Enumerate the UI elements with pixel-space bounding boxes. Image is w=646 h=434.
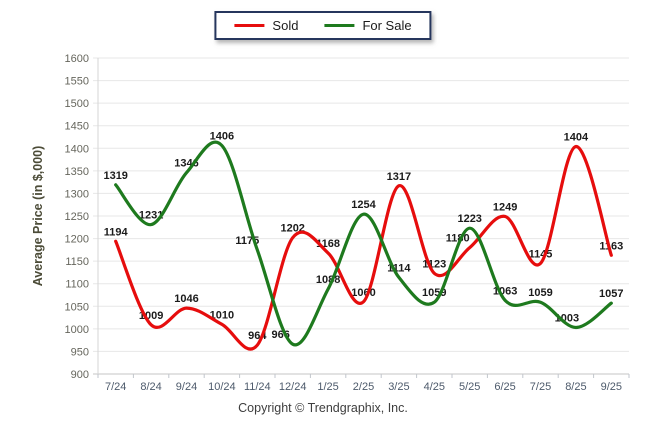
y-tick-label: 1400: [65, 143, 89, 155]
x-tick-label: 8/24: [140, 381, 161, 393]
data-label: 1057: [599, 288, 623, 300]
y-tick-label: 900: [71, 369, 89, 381]
y-tick-label: 1600: [65, 53, 89, 65]
data-label: 1223: [457, 213, 481, 225]
y-tick-label: 1150: [65, 256, 89, 268]
x-tick-label: 7/24: [105, 381, 126, 393]
x-tick-label: 5/25: [459, 381, 480, 393]
data-label: 1046: [174, 293, 198, 305]
x-tick-label: 9/24: [176, 381, 197, 393]
y-tick-label: 1350: [65, 166, 89, 178]
y-tick-label: 1450: [65, 121, 89, 133]
data-label: 1406: [210, 131, 234, 143]
legend-label-sold: Sold: [272, 18, 299, 33]
data-label: 1060: [351, 287, 375, 299]
y-tick-label: 1300: [65, 188, 89, 200]
y-axis-title: Average Price (in $,000): [31, 146, 45, 287]
legend-item-sold: Sold: [234, 18, 298, 33]
x-tick-label: 1/25: [317, 381, 338, 393]
x-tick-label: 10/24: [208, 381, 236, 393]
data-label: 1254: [351, 199, 376, 211]
y-tick-label: 1250: [65, 211, 89, 223]
data-label: 1059: [528, 287, 552, 299]
for-sale-line-swatch: [324, 24, 355, 27]
legend-item-for-sale: For Sale: [324, 18, 412, 33]
data-label: 1145: [529, 248, 553, 260]
data-label: 1249: [493, 201, 517, 213]
x-tick-label: 12/24: [279, 381, 307, 393]
for-sale-line: [114, 140, 613, 347]
x-tick-label: 9/25: [601, 381, 622, 393]
x-tick-label: 4/25: [424, 381, 445, 393]
data-label: 1010: [210, 309, 234, 321]
data-label: 1088: [316, 274, 340, 286]
data-label: 1317: [387, 171, 411, 183]
x-tick-label: 2/25: [353, 381, 374, 393]
sold-line-swatch: [234, 24, 265, 27]
data-label: 1003: [555, 313, 579, 325]
legend: Sold For Sale: [214, 11, 432, 40]
legend-label-for-sale: For Sale: [362, 18, 412, 33]
y-tick-label: 1100: [65, 279, 89, 291]
y-tick-label: 1200: [65, 234, 89, 246]
line-chart: 900 950 1000 1050 1100 1150 1200 1250 1300 1350 14…: [31, 53, 630, 393]
y-tick-label: 1000: [65, 324, 89, 336]
x-tick-label: 8/25: [565, 381, 586, 393]
y-tick-label: 950: [71, 346, 89, 358]
sold-line: [114, 144, 613, 351]
copyright-text: Copyright © Trendgraphix, Inc.: [238, 401, 408, 415]
x-tick-label: 11/24: [244, 381, 271, 393]
data-label: 1404: [564, 131, 589, 143]
data-label: 1194: [104, 226, 129, 238]
x-tick-label: 6/25: [494, 381, 515, 393]
y-tick-label: 1550: [65, 76, 89, 88]
data-label: 1319: [103, 170, 127, 182]
y-tick-label: 1050: [65, 301, 89, 313]
x-tick-label: 7/25: [530, 381, 551, 393]
x-tick-label: 3/25: [388, 381, 409, 393]
data-label: 1163: [599, 240, 623, 252]
y-tick-label: 1500: [65, 98, 89, 110]
